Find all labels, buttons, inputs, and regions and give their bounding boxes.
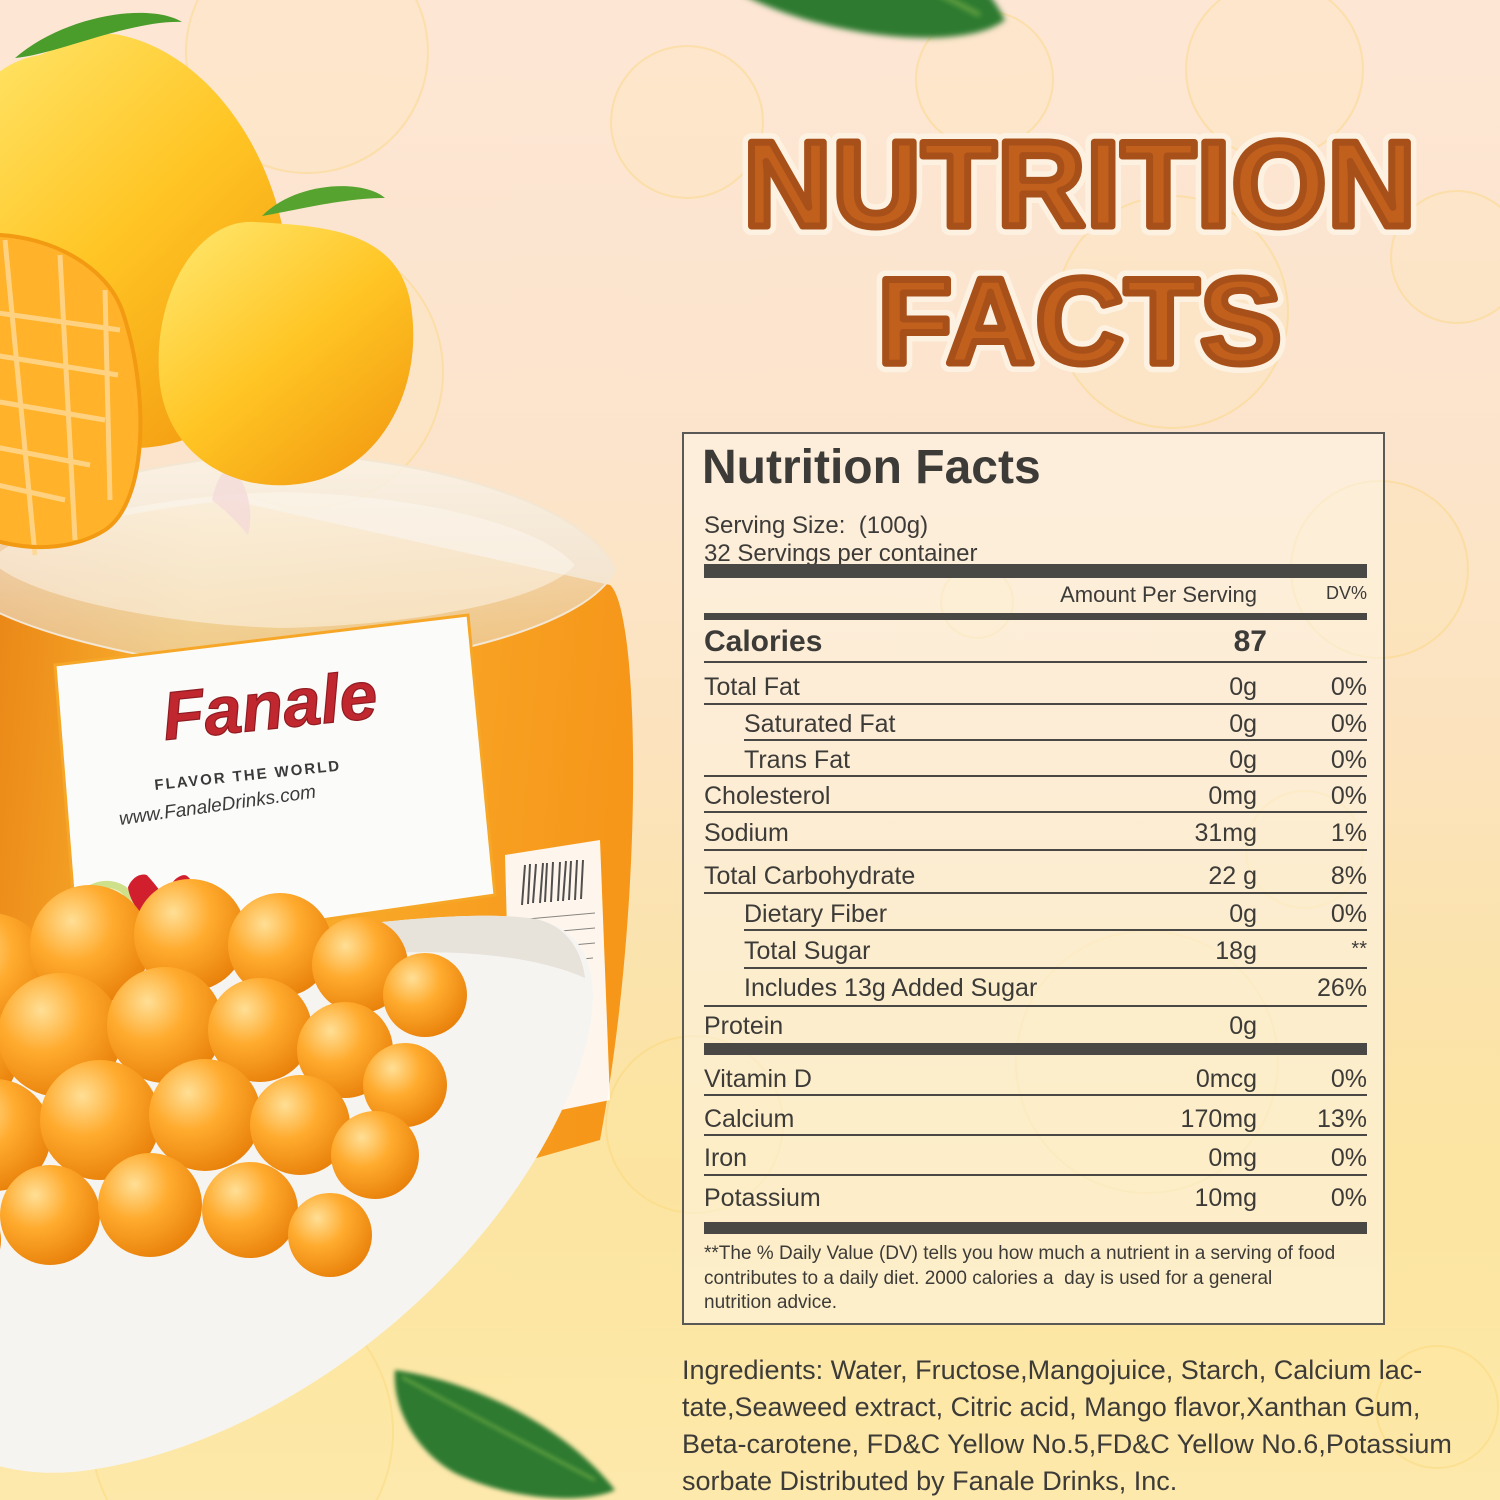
svg-text:NUTRITION: NUTRITION [743, 118, 1416, 252]
svg-text:FACTS: FACTS [878, 253, 1283, 389]
